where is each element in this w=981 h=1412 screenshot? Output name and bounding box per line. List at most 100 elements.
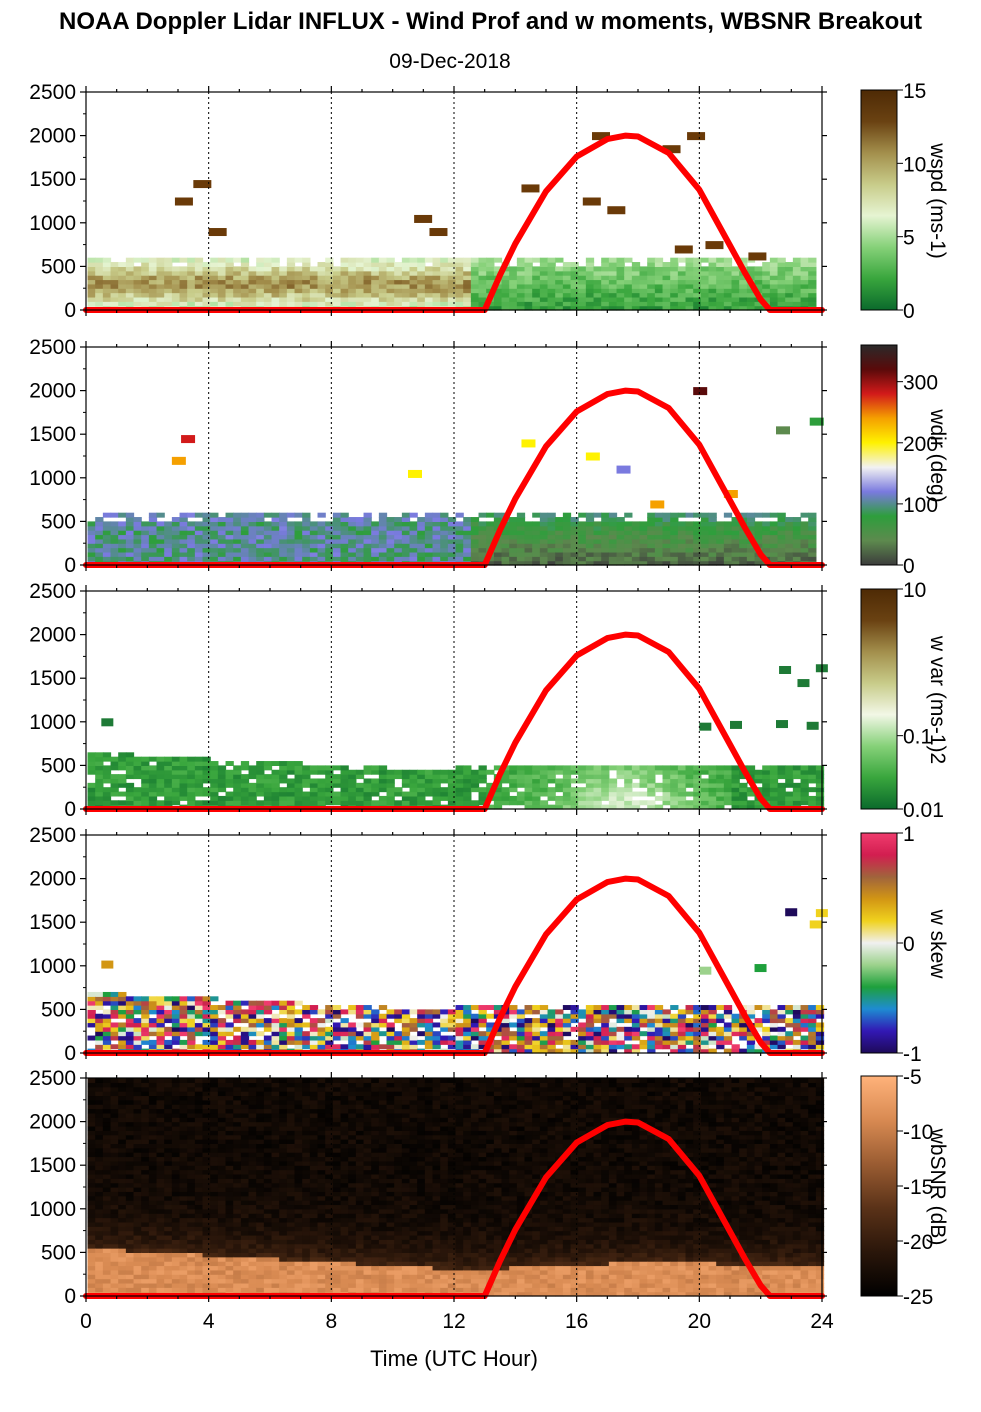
heatmap-cell	[194, 262, 204, 267]
heatmap-cell	[654, 1035, 664, 1041]
heatmap-cell	[233, 1005, 242, 1010]
heatmap-cell	[800, 296, 809, 302]
heatmap-cell	[87, 769, 96, 775]
heatmap-cell	[87, 1160, 96, 1166]
heatmap-cell	[708, 305, 717, 311]
heatmap-cell	[647, 283, 656, 289]
heatmap-cell	[332, 292, 342, 298]
heatmap-cell	[355, 551, 365, 557]
heatmap-cell	[141, 288, 150, 294]
heatmap-cell	[585, 292, 595, 298]
heatmap-cell	[171, 765, 181, 771]
heatmap-cell	[164, 1256, 173, 1262]
heatmap-cell	[677, 787, 687, 793]
heatmap-cell	[777, 1026, 786, 1032]
heatmap-cell	[156, 279, 165, 285]
heatmap-cell	[700, 560, 710, 566]
heatmap-cell	[547, 288, 556, 294]
heatmap-cell	[762, 292, 771, 298]
heatmap-cell	[164, 1039, 173, 1045]
heatmap-cell	[87, 1187, 96, 1192]
heatmap-cell	[148, 292, 158, 298]
heatmap-cell	[179, 556, 188, 562]
heatmap-cell	[141, 787, 150, 793]
heatmap-cell	[539, 530, 549, 536]
heatmap-cell	[95, 1143, 104, 1149]
heatmap-cell	[631, 270, 641, 276]
heatmap-cell	[340, 795, 349, 801]
heatmap-cell	[286, 525, 296, 531]
heatmap-cell	[279, 778, 288, 784]
heatmap-cell	[202, 1039, 211, 1045]
heatmap-cell	[110, 525, 119, 531]
heatmap-cell	[187, 1018, 196, 1024]
heatmap-cell	[501, 1039, 510, 1045]
heatmap-cell	[693, 305, 702, 311]
heatmap-cell	[693, 543, 702, 549]
heatmap-cell	[179, 996, 188, 1002]
heatmap-cell	[179, 301, 188, 307]
heatmap-cell	[141, 800, 150, 806]
heatmap-cell	[539, 1013, 549, 1019]
heatmap-cell	[739, 543, 748, 549]
heatmap-cell	[616, 530, 625, 536]
heatmap-cell	[240, 1039, 250, 1045]
heatmap-cell	[631, 1005, 641, 1010]
heatmap-cell	[133, 1230, 142, 1236]
heatmap-cell	[616, 521, 625, 527]
heatmap-cell	[371, 538, 380, 544]
heatmap-cell	[739, 560, 748, 566]
heatmap-cell	[754, 270, 763, 276]
heatmap-cell	[141, 1274, 150, 1280]
heatmap-cell	[110, 778, 119, 784]
heatmap-cell	[792, 530, 802, 536]
heatmap-cell	[754, 774, 763, 780]
heatmap-cell	[378, 292, 388, 298]
heatmap-cell	[762, 787, 771, 793]
heatmap-cell	[95, 543, 104, 549]
heatmap-cell	[118, 1039, 127, 1045]
heatmap-cell	[202, 787, 211, 793]
heatmap-cell	[271, 512, 280, 518]
heatmap-cell	[578, 795, 587, 801]
heatmap-cell	[532, 800, 541, 806]
heatmap-cell	[133, 1035, 142, 1041]
heatmap-cell	[187, 1031, 196, 1037]
heatmap-cell	[340, 1026, 349, 1032]
heatmap-cell	[677, 551, 687, 557]
heatmap-cell	[133, 996, 142, 1002]
heatmap-cell	[800, 525, 809, 531]
heatmap-cell	[754, 521, 763, 527]
heatmap-cell	[486, 275, 495, 281]
heatmap-cell	[87, 1287, 96, 1293]
heatmap-cell	[156, 1287, 165, 1293]
heatmap-cell	[164, 1182, 173, 1188]
heatmap-cell	[286, 1035, 296, 1041]
heatmap-cell	[279, 1009, 288, 1015]
heatmap-cell	[524, 279, 533, 285]
heatmap-cell	[547, 1018, 556, 1024]
heatmap-cell	[87, 1108, 96, 1114]
heatmap-cell	[148, 1269, 158, 1275]
heatmap-cell	[118, 1204, 127, 1210]
heatmap-cell	[700, 795, 710, 801]
heatmap-cell	[363, 787, 372, 793]
heatmap-cell	[125, 795, 135, 801]
heatmap-cell	[194, 547, 204, 553]
heatmap-cell	[470, 517, 480, 522]
heatmap-cell	[631, 296, 641, 302]
heatmap-cell	[271, 525, 280, 531]
heatmap-cell	[118, 752, 127, 758]
heatmap-cell	[716, 800, 725, 806]
heatmap-cell	[539, 301, 549, 307]
heatmap-cell	[194, 1000, 204, 1006]
heatmap-cell	[708, 257, 717, 263]
heatmap-cell	[547, 547, 556, 553]
heatmap-cell	[110, 1208, 119, 1214]
heatmap-cell	[125, 1230, 135, 1236]
heatmap-cell	[95, 1208, 104, 1214]
heatmap-cell	[731, 275, 740, 281]
heatmap-cell	[95, 534, 104, 540]
heatmap-cell	[777, 279, 786, 285]
heatmap-cell	[501, 547, 510, 553]
